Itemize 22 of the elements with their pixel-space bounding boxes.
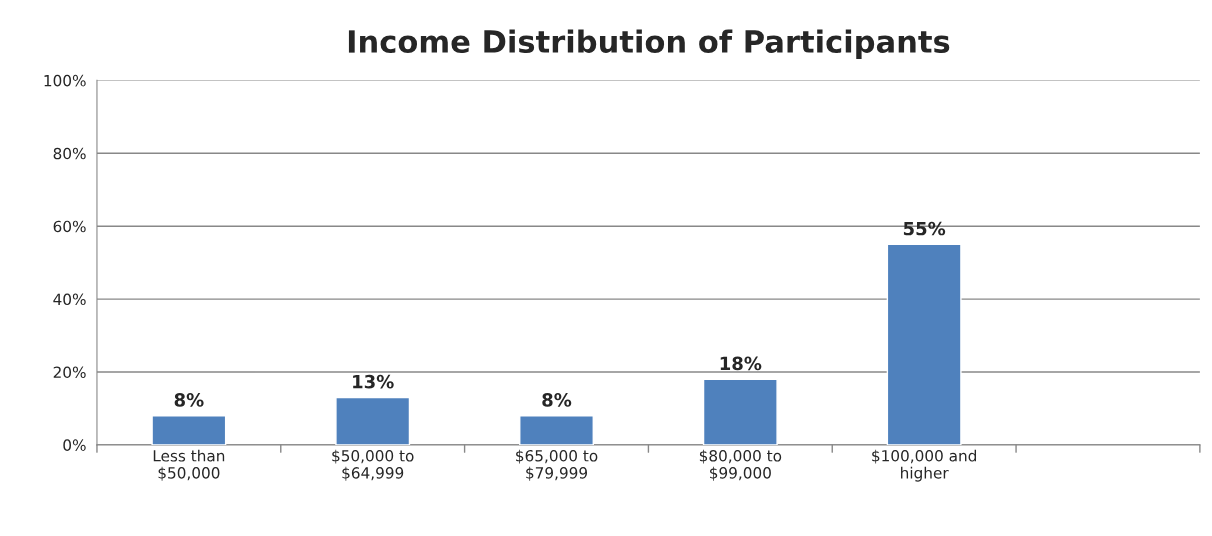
bar [702,378,778,445]
bar [335,396,411,445]
y-tick-label: 40% [53,293,86,306]
y-tick-label: 80% [53,147,86,160]
data-label: 8% [174,393,204,407]
bar [886,243,962,445]
bar [151,415,227,445]
y-tick-label: 100% [44,74,86,87]
chart-title: Income Distribution of Participants [348,29,950,59]
bar [519,415,594,445]
data-label: 18% [720,356,762,371]
x-tick-label: $65,000 to $79,999 [516,449,598,481]
data-label: 8% [542,393,572,407]
x-tick-label: $100,000 and higher [872,449,977,482]
y-tick-label: 60% [53,220,86,233]
x-tick-label: Less than $50,000 [153,449,225,481]
data-label: 13% [353,374,394,389]
x-tick-label: $50,000 to $64,999 [332,449,414,481]
y-tick-label: 0% [63,439,86,451]
y-tick-label: 20% [53,366,86,379]
data-label: 55% [903,221,946,236]
x-tick-label: $80,000 to $99,000 [699,449,782,481]
